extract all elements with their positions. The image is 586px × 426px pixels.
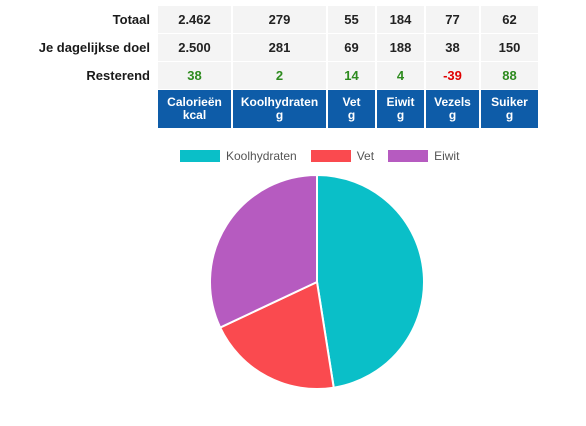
column-unit: g <box>275 108 284 122</box>
column-header-koolhydraten: Koolhydraten g <box>233 90 326 129</box>
column-unit: g <box>448 108 457 122</box>
column-unit: g <box>347 108 356 122</box>
row-label: Totaal <box>2 6 156 34</box>
legend-label: Vet <box>356 149 375 163</box>
header-spacer <box>2 90 156 129</box>
column-name: Eiwit <box>386 95 415 109</box>
column-unit: kcal <box>182 108 207 122</box>
row-resterend: Resterend 38 2 14 4 -39 88 <box>2 62 538 90</box>
legend-swatch <box>180 150 220 162</box>
row-dagelijkse-doel: Je dagelijkse doel 2.500 281 69 188 38 1… <box>2 34 538 62</box>
column-name: Suiker <box>491 95 528 109</box>
cell-calorieen: 38 <box>158 62 231 90</box>
legend-item-vet[interactable]: Vet <box>310 149 375 163</box>
cell-suiker: 62 <box>481 6 538 34</box>
pie-slice-vet[interactable] <box>218 280 335 390</box>
cell-eiwit: 184 <box>377 6 424 34</box>
legend-swatch <box>388 150 429 162</box>
cell-koolhydraten: 279 <box>233 6 326 34</box>
column-unit: g <box>396 108 405 122</box>
column-header-row: Calorieën kcal Koolhydraten g Vet g Eiwit g … <box>2 90 538 129</box>
chart-legend: Koolhydraten Vet Eiwit <box>180 149 473 163</box>
column-name: Vezels <box>434 95 471 109</box>
row-label: Resterend <box>2 62 156 90</box>
cell-vet: 55 <box>328 6 375 34</box>
column-header-calorieen: Calorieën kcal <box>158 90 231 129</box>
column-name: Koolhydraten <box>240 95 319 109</box>
column-name: Calorieën <box>167 95 222 109</box>
pie-slice-eiwit[interactable] <box>209 173 318 329</box>
cell-vezels: -39 <box>426 62 479 90</box>
cell-suiker: 150 <box>481 34 538 62</box>
legend-label: Eiwit <box>434 149 460 163</box>
row-label: Je dagelijkse doel <box>2 34 156 62</box>
column-name: Vet <box>342 95 361 109</box>
cell-vezels: 38 <box>426 34 479 62</box>
cell-vet: 69 <box>328 34 375 62</box>
nutrition-summary-table: Totaal 2.462 279 55 184 77 62 Je dagelij… <box>0 6 540 129</box>
column-header-vet: Vet g <box>328 90 375 129</box>
column-header-suiker: Suiker g <box>481 90 538 129</box>
column-header-vezels: Vezels g <box>426 90 479 129</box>
cell-vet: 14 <box>328 62 375 90</box>
cell-suiker: 88 <box>481 62 538 90</box>
legend-item-koolhydraten[interactable]: Koolhydraten <box>180 149 297 163</box>
cell-eiwit: 188 <box>377 34 424 62</box>
legend-item-eiwit[interactable]: Eiwit <box>388 149 459 163</box>
cell-koolhydraten: 2 <box>233 62 326 90</box>
pie-slice-koolhydraten[interactable] <box>316 173 426 389</box>
cell-calorieen: 2.500 <box>158 34 231 62</box>
cell-calorieen: 2.462 <box>158 6 231 34</box>
column-unit: g <box>505 108 514 122</box>
legend-label: Koolhydraten <box>226 149 297 163</box>
cell-eiwit: 4 <box>377 62 424 90</box>
cell-vezels: 77 <box>426 6 479 34</box>
cell-koolhydraten: 281 <box>233 34 326 62</box>
row-totaal: Totaal 2.462 279 55 184 77 62 <box>2 6 538 34</box>
column-header-eiwit: Eiwit g <box>377 90 424 129</box>
legend-swatch <box>310 150 351 162</box>
